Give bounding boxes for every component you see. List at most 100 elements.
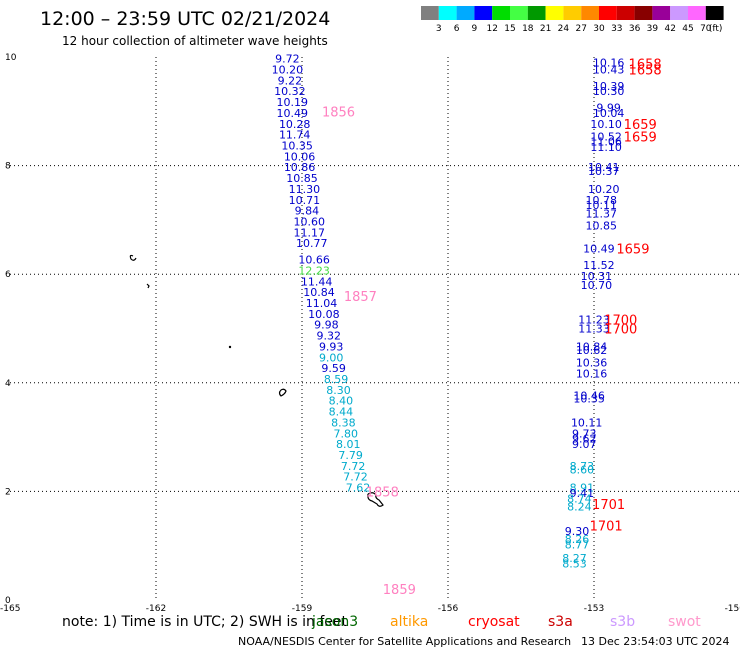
wave-height-value: 8.27 [562, 552, 587, 565]
wave-height-value: 10.37 [588, 165, 620, 178]
wave-height-value: 10.60 [294, 216, 326, 229]
colorbar-swatch [634, 6, 653, 20]
colorbar: 3 6 9 12 15 18 21 24 27 30 33 36 39 42 45 70(ft) [421, 6, 724, 34]
wave-height-value: 10.46 [573, 389, 605, 402]
colorbar-swatch [421, 6, 439, 20]
wave-height-value: 9.73 [572, 427, 597, 440]
colorbar-swatch [688, 6, 706, 20]
island-outline [367, 492, 384, 507]
chart-title: 12:00 – 23:59 UTC 02/21/2024 [40, 8, 330, 30]
y-tick-label: 6 [5, 270, 11, 280]
pass-time-label: 1859 [383, 583, 416, 598]
wave-height-value: 7.80 [334, 427, 359, 440]
wave-height-value: 11.04 [306, 297, 338, 310]
satellite-cryosat: cryosat [468, 614, 520, 630]
wave-height-value: 8.73 [570, 460, 595, 473]
grid [10, 57, 740, 600]
colorbar-swatch [438, 6, 457, 20]
colorbar-label: 9 [472, 24, 478, 34]
wave-height-value: 8.24 [567, 501, 592, 514]
wave-height-value: 8.60 [570, 464, 595, 477]
colorbar-swatch [581, 6, 599, 20]
wave-height-value: 10.36 [576, 357, 608, 370]
wave-height-value: 11.10 [590, 141, 622, 154]
wave-height-value: 11.44 [301, 275, 333, 288]
pass-time-label: 1856 [322, 105, 355, 120]
y-tick-label: 0 [5, 596, 11, 606]
island-outline [129, 254, 137, 261]
island-outline [278, 388, 287, 397]
colorbar-swatch [527, 6, 546, 20]
wave-height-value: 11.74 [279, 129, 311, 142]
pass-time-label: 1857 [344, 290, 377, 305]
wave-height-value: 11.17 [294, 226, 326, 239]
colorbar-label: 12 [486, 24, 497, 34]
island-outline [228, 345, 232, 349]
pass-time-label: 1659 [616, 243, 649, 258]
wave-height-value: 11.37 [586, 207, 618, 220]
chart-subtitle: 12 hour collection of altimeter wave hei… [62, 34, 328, 48]
wave-height-value: 10.49 [583, 243, 615, 256]
wave-height-value: 10.20 [588, 183, 620, 196]
wave-height-value: 10.16 [593, 56, 625, 69]
wave-height-value: 10.77 [296, 237, 328, 250]
wave-height-value: 12.23 [298, 264, 330, 277]
wave-height-value: 8.40 [329, 395, 354, 408]
wave-height-value: 7.79 [338, 449, 363, 462]
colorbar-label: 21 [540, 24, 551, 34]
pass-time-label: 1701 [592, 498, 625, 513]
wave-height-value: 10.84 [576, 340, 608, 353]
wave-height-value: 9.00 [319, 351, 344, 364]
colorbar-swatch [510, 6, 528, 20]
pass-time-label: 1700 [604, 323, 637, 338]
wave-height-value: 10.20 [272, 63, 304, 76]
wave-height-values: 9.7210.209.2210.3210.1910.4910.2811.7410… [272, 53, 625, 571]
wave-height-value: 10.11 [571, 416, 603, 429]
wave-height-value: 10.19 [277, 96, 309, 109]
satellite-s3a: s3a [548, 614, 573, 630]
wave-height-value: 10.66 [298, 254, 330, 267]
colorbar-label: 33 [611, 24, 622, 34]
colorbar-label: 39 [647, 24, 659, 34]
colorbar-label: 42 [664, 24, 675, 34]
pass-time-label: 1701 [590, 520, 623, 535]
wave-height-value: 10.84 [303, 286, 335, 299]
x-tick-label: -162 [146, 604, 166, 614]
wave-height-value: 10.70 [581, 279, 613, 292]
wave-height-value: 10.35 [281, 140, 313, 153]
colorbar-swatch [456, 6, 475, 20]
wave-height-value: 8.53 [562, 558, 587, 571]
satellite-legend: jason3 altika cryosat s3a s3b swot [311, 614, 701, 630]
colorbar-swatch [474, 6, 493, 20]
wave-height-value: 10.85 [586, 219, 618, 232]
wave-height-value: 10.52 [590, 130, 622, 143]
x-tick-label: -150 [725, 604, 740, 614]
wave-height-value: 10.08 [308, 308, 340, 321]
wave-height-value: 9.72 [275, 53, 300, 66]
wave-height-value: 8.91 [570, 482, 595, 495]
wave-height-value: 11.52 [583, 259, 615, 272]
wave-height-value: 8.38 [331, 416, 356, 429]
colorbar-swatch [616, 6, 635, 20]
wave-height-value: 10.39 [593, 80, 625, 93]
colorbar-label: 6 [454, 24, 460, 34]
pass-time-label: 1658 [629, 63, 662, 78]
pass-time-label: 1700 [604, 313, 637, 328]
wave-height-value: 8.77 [565, 539, 590, 552]
wave-height-value: 8.30 [326, 384, 351, 397]
wave-height-value: 9.41 [570, 487, 595, 500]
coastlines [129, 254, 384, 507]
wave-height-value: 10.43 [593, 63, 625, 76]
wave-height-value: 10.78 [586, 194, 618, 207]
colorbar-unit: (ft) [709, 24, 723, 34]
wave-height-value: 10.62 [576, 344, 608, 357]
y-tick-label: 10 [5, 53, 17, 63]
wave-height-value: 9.93 [319, 340, 344, 353]
wave-height-value: 11.23 [578, 313, 610, 326]
y-tick-label: 8 [5, 162, 11, 172]
colorbar-label: 3 [436, 24, 442, 34]
wave-height-value: 9.98 [314, 319, 339, 332]
wave-height-value: 9.59 [321, 362, 346, 375]
footer-agency: NOAA/NESDIS Center for Satellite Applica… [238, 635, 571, 648]
pass-time-labels: 1856185718581859165816581659165916591700… [322, 58, 662, 599]
